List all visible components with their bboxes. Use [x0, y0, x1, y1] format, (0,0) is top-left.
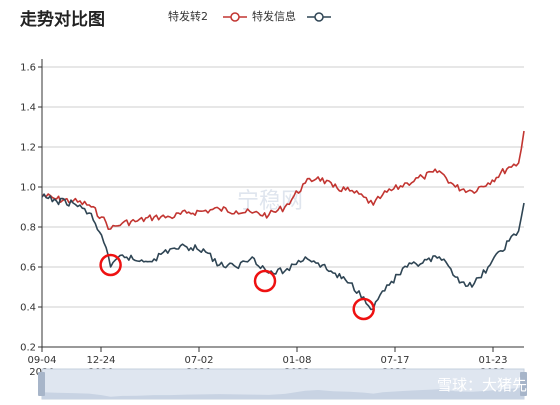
y-tick-label: 1.2 [20, 143, 36, 154]
y-tick-label: 1.0 [20, 183, 36, 194]
x-tick-label: 07-17 [380, 355, 409, 366]
y-tick-label: 1.6 [20, 63, 36, 74]
annotation-circle [253, 269, 277, 293]
footer-watermark: 雪球：大猪先森 [437, 376, 542, 394]
series-lines [41, 130, 525, 311]
y-tick-label: 0.8 [20, 223, 36, 234]
y-tick-label: 0.4 [20, 303, 36, 314]
legend-label[interactable]: 特发转2 [168, 9, 208, 23]
x-tick-label: 07-02 [184, 355, 213, 366]
datazoom-slider[interactable] [38, 368, 527, 400]
legend[interactable]: 特发转2 特发信息 [168, 9, 331, 23]
legend-label[interactable]: 特发信息 [252, 9, 296, 23]
annotation-circle [99, 253, 122, 277]
x-tick-label: 09-04 [27, 355, 56, 366]
x-tick-label: 12-24 [86, 355, 115, 366]
annotation-circle [352, 297, 375, 321]
y-tick-label: 0.2 [20, 343, 36, 354]
grid-lines [42, 66, 524, 348]
title-block: 走势对比图 [20, 9, 105, 30]
footer-watermark-layer: 雪球：大猪先森 [437, 376, 542, 394]
series-line [41, 130, 525, 230]
x-tick-label: 01-08 [282, 355, 311, 366]
series-line [41, 193, 525, 311]
y-tick-label: 1.4 [20, 103, 36, 114]
slider-preview-area [42, 384, 524, 399]
x-tick-label: 01-23 [478, 355, 507, 366]
slider-handle-left[interactable] [38, 372, 45, 396]
legend-swatch-marker[interactable] [314, 12, 324, 22]
annotation-circles [99, 253, 375, 321]
y-tick-label: 0.6 [20, 263, 36, 274]
chart-title: 走势对比图 [20, 9, 105, 30]
legend-swatch-marker[interactable] [230, 12, 240, 22]
slider-handle-right[interactable] [520, 372, 527, 396]
